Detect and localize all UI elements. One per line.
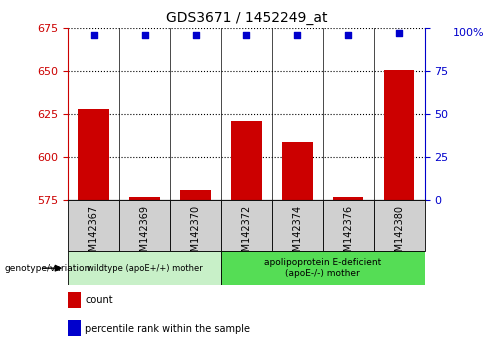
Bar [79,109,109,200]
FancyBboxPatch shape [221,251,425,285]
Text: GSM142369: GSM142369 [140,205,150,264]
FancyBboxPatch shape [119,200,170,251]
Bar [180,190,211,200]
Point [345,32,352,38]
Point [141,32,148,38]
Point [243,32,250,38]
Text: apolipoprotein E-deficient
(apoE-/-) mother: apolipoprotein E-deficient (apoE-/-) mot… [264,258,382,278]
FancyBboxPatch shape [323,200,374,251]
Bar [231,121,262,200]
Point [192,32,200,38]
Text: wildtype (apoE+/+) mother: wildtype (apoE+/+) mother [87,264,203,273]
FancyBboxPatch shape [374,200,425,251]
Point [90,32,98,38]
Text: GSM142380: GSM142380 [394,205,404,264]
Bar [384,69,414,200]
Text: percentile rank within the sample: percentile rank within the sample [85,324,250,333]
FancyBboxPatch shape [68,200,119,251]
Text: GSM142376: GSM142376 [343,205,353,264]
Bar [129,196,160,200]
Text: GSM142367: GSM142367 [89,205,99,264]
FancyBboxPatch shape [170,200,221,251]
Point [395,31,403,36]
Bar [333,196,364,200]
FancyBboxPatch shape [272,200,323,251]
Text: 100%: 100% [453,28,485,38]
Title: GDS3671 / 1452249_at: GDS3671 / 1452249_at [166,11,327,24]
Text: GSM142374: GSM142374 [292,205,303,264]
FancyBboxPatch shape [221,200,272,251]
FancyBboxPatch shape [68,251,221,285]
Text: GSM142370: GSM142370 [190,205,201,264]
Text: count: count [85,295,113,305]
Bar [282,142,313,200]
Text: genotype/variation: genotype/variation [5,264,91,273]
Text: GSM142372: GSM142372 [242,205,251,264]
Point [293,32,301,38]
